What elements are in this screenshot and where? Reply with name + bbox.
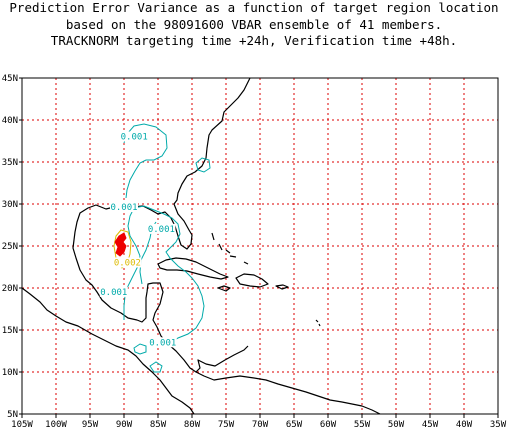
x-tick-label: 55W	[354, 420, 371, 428]
title-block: Prediction Error Variance as a function …	[0, 0, 508, 50]
y-tick-label: 30N	[2, 200, 18, 210]
x-tick-label: 50W	[388, 420, 405, 428]
contour-label: 0.001	[149, 338, 176, 348]
x-tick-label: 45W	[422, 420, 439, 428]
contour-label-bg	[113, 257, 142, 268]
y-tick-label: 15N	[2, 326, 18, 336]
y-tick-label: 5N	[7, 410, 18, 420]
contour-label-bg	[147, 223, 176, 234]
x-tick-label: 35W	[490, 420, 507, 428]
contour-cyan-north	[123, 123, 168, 199]
coastline-lesser-antilles	[315, 319, 321, 327]
contour-label: 0.001	[148, 225, 175, 235]
x-tick-label: 75W	[218, 420, 235, 428]
contour-label-bg	[99, 286, 128, 297]
grid-lines	[22, 78, 498, 414]
coastline-bahamas	[211, 232, 249, 265]
x-tick-label: 70W	[252, 420, 269, 428]
contour-label-bg	[120, 131, 149, 142]
title-line-1: Prediction Error Variance as a function …	[9, 0, 499, 15]
x-tick-label: 65W	[286, 420, 303, 428]
y-tick-label: 10N	[2, 368, 18, 378]
contour-label: 0.001	[121, 132, 148, 142]
coastline-pacific-mexico	[21, 287, 195, 415]
coastline-hispaniola	[235, 273, 269, 288]
coastline-south-america	[195, 371, 381, 415]
contour-labels: 0.001 0.001 0.001 0.002 0.001 0.001	[99, 131, 177, 348]
coastline-cuba	[157, 257, 229, 280]
y-axis-ticks: 5N 10N 15N 20N 25N 30N 35N 40N 45N	[2, 74, 22, 420]
contour-cyan-small-1	[195, 157, 211, 173]
coastlines	[21, 77, 381, 415]
x-axis-ticks: 105W 100W 95W 90W 85W 80W 75W 70W 65W 60W 55W 50W 45…	[11, 414, 507, 428]
x-tick-label: 40W	[456, 420, 473, 428]
coastline-jamaica	[217, 285, 231, 292]
coastline-puerto-rico	[275, 284, 289, 290]
contour-label: 0.001	[100, 288, 127, 298]
contour-lines	[113, 123, 211, 373]
contour-cyan-small-2	[133, 343, 147, 355]
contour-label-bg	[148, 337, 177, 348]
x-tick-label: 60W	[320, 420, 337, 428]
y-tick-label: 25N	[2, 242, 18, 252]
x-tick-label: 105W	[11, 420, 33, 428]
y-tick-label: 20N	[2, 284, 18, 294]
x-tick-label: 90W	[116, 420, 133, 428]
y-tick-label: 45N	[2, 74, 18, 84]
y-tick-label: 40N	[2, 116, 18, 126]
contour-label: 0.001	[110, 203, 137, 213]
x-tick-label: 100W	[45, 420, 67, 428]
contour-label-bg	[110, 202, 138, 213]
x-tick-label: 80W	[184, 420, 201, 428]
title-line-3: TRACKNORM targeting time +24h, Verificat…	[50, 33, 458, 48]
y-tick-label: 35N	[2, 158, 18, 168]
contour-cyan-small-3	[149, 361, 163, 373]
x-tick-label: 85W	[150, 420, 167, 428]
x-tick-label: 95W	[82, 420, 99, 428]
contour-red-peak	[114, 232, 127, 257]
title-line-2: based on the 98091600 VBAR ensemble of 4…	[65, 16, 443, 32]
contour-label: 0.002	[114, 258, 141, 268]
